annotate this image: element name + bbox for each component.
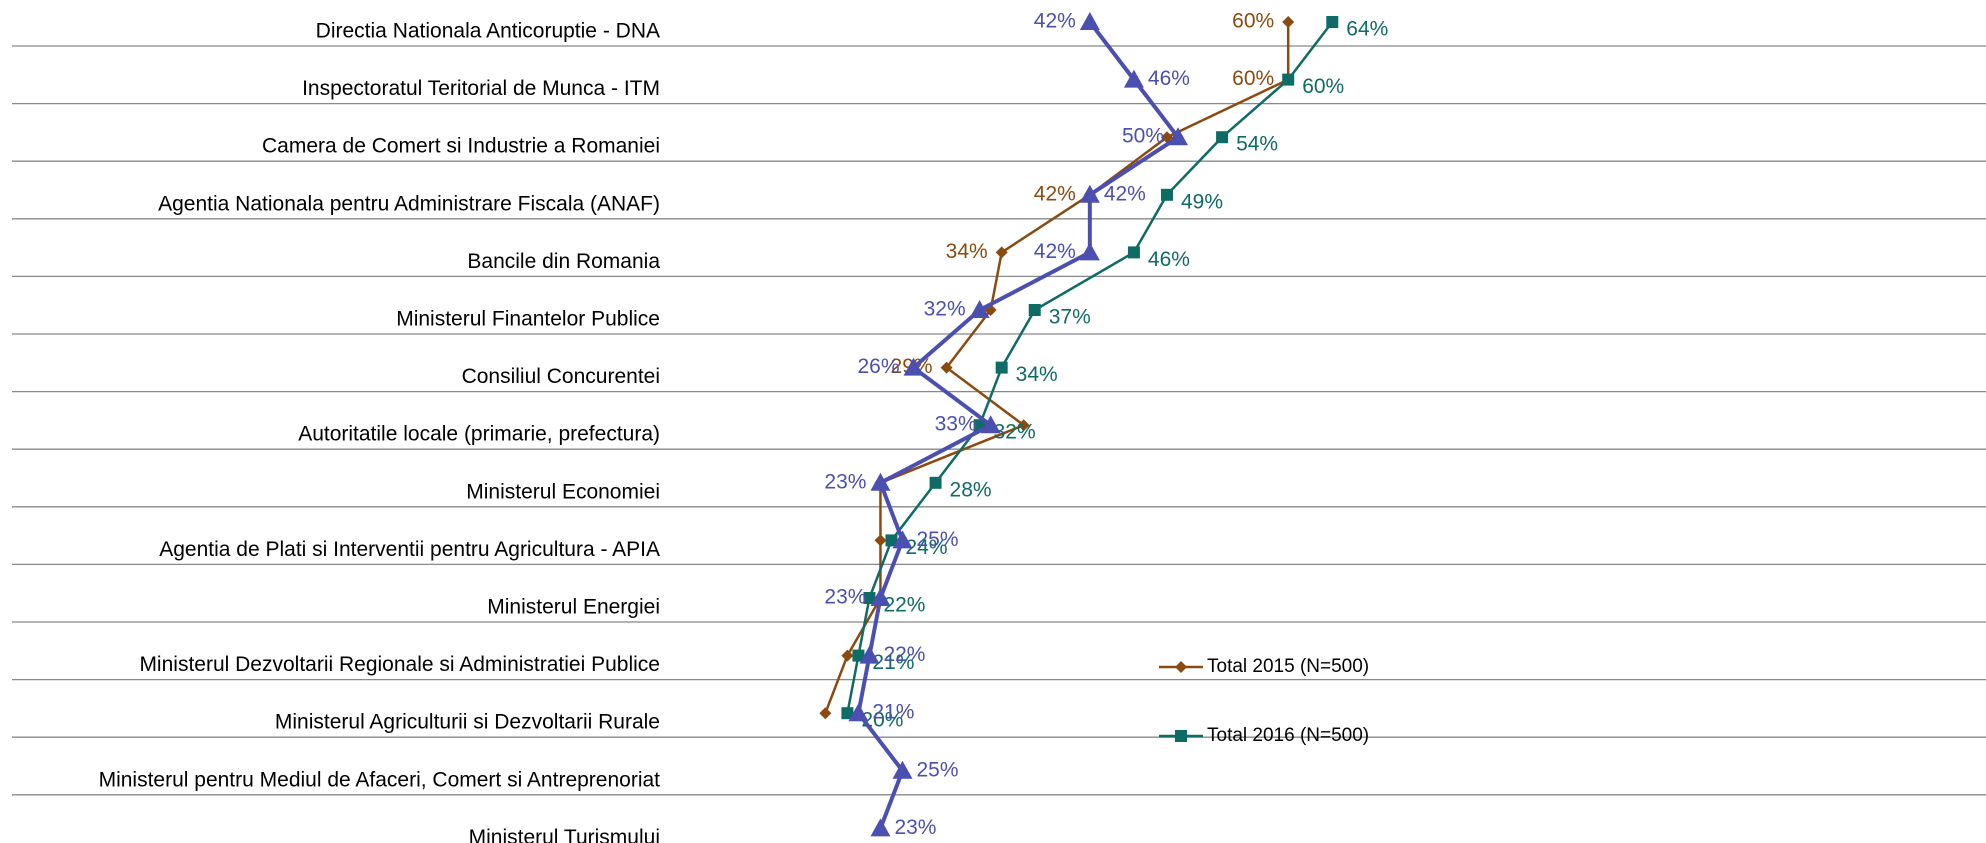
value-label: 22%: [883, 643, 925, 666]
value-label: 42%: [1034, 240, 1076, 263]
value-label: 37%: [1049, 306, 1091, 329]
point: [1326, 16, 1339, 28]
point: [1079, 12, 1100, 30]
value-label: 46%: [1148, 248, 1190, 271]
point: [841, 649, 854, 662]
point: [1028, 304, 1041, 316]
category-label: Consiliul Concurentei: [462, 365, 660, 388]
point: [885, 534, 898, 547]
value-label: 60%: [1302, 75, 1344, 98]
category-label: Camera de Comert si Industrie a Romaniei: [262, 135, 660, 158]
point: [903, 357, 924, 376]
value-label: 23%: [824, 470, 866, 493]
point: [1160, 188, 1173, 201]
point: [819, 707, 832, 720]
point: [995, 246, 1008, 259]
category-label: Ministerul Energiei: [487, 596, 660, 619]
point: [852, 649, 865, 662]
point: [870, 818, 891, 837]
value-label: 20%: [861, 709, 903, 732]
value-label: 24%: [905, 536, 947, 559]
point: [969, 300, 990, 318]
point: [870, 588, 891, 606]
legend-label: Total 2016 (N=500): [1207, 725, 1369, 746]
point: [1017, 419, 1030, 432]
series: 42%46%50%42%42%32%26%33%23%25%23%22%21%2…: [824, 10, 1190, 839]
point: [1175, 730, 1187, 742]
category-label: Bancile din Romania: [467, 250, 660, 273]
point: [1282, 16, 1295, 28]
value-label: 21%: [872, 651, 914, 674]
point: [980, 415, 1001, 434]
point: [841, 707, 854, 720]
value-label: 54%: [1236, 133, 1278, 156]
value-label: 23%: [894, 816, 936, 839]
value-label: 21%: [872, 701, 914, 724]
point: [863, 592, 876, 604]
point: [892, 760, 913, 779]
value-label: 34%: [946, 240, 988, 263]
value-label: 60%: [1232, 67, 1274, 90]
category-label: Agentia Nationala pentru Administrare Fi…: [158, 192, 660, 215]
point: [1079, 242, 1100, 261]
point: [995, 361, 1008, 374]
value-label: 32%: [924, 298, 966, 321]
value-label: 42%: [1034, 10, 1076, 33]
category-label: Inspectoratul Teritorial de Munca - ITM: [302, 77, 660, 100]
value-label: 32%: [994, 421, 1036, 444]
value-label: 28%: [950, 478, 992, 501]
point: [1079, 184, 1100, 203]
value-label: 34%: [1016, 363, 1058, 386]
point: [1127, 246, 1140, 259]
value-label: 33%: [935, 413, 977, 436]
category-label: Autoritatile locale (primarie, prefectur…: [298, 423, 660, 446]
value-label: 22%: [883, 594, 925, 617]
category-label: Ministerul Agriculturii si Dezvoltarii R…: [275, 711, 660, 734]
point: [1216, 131, 1229, 144]
series: 64%60%54%49%46%37%34%32%28%24%22%21%20%: [841, 16, 1388, 732]
value-label: 60%: [1232, 10, 1274, 33]
point: [1175, 661, 1187, 673]
value-label: 64%: [1346, 18, 1388, 41]
value-label: 25%: [917, 758, 959, 781]
category-label: Ministerul pentru Mediul de Afaceri, Com…: [99, 768, 661, 791]
value-label: 23%: [824, 586, 866, 609]
point: [929, 476, 942, 489]
value-label: 25%: [917, 528, 959, 551]
category-label: Ministerul Turismului: [469, 826, 660, 843]
point: [940, 361, 953, 374]
category-label: Agentia de Plati si Interventii pentru A…: [159, 538, 660, 561]
point: [874, 534, 887, 547]
value-label: 50%: [1122, 125, 1164, 148]
value-label: 42%: [1104, 182, 1146, 205]
category-label: Ministerul Dezvoltarii Regionale si Admi…: [139, 653, 660, 676]
value-label: 42%: [1034, 182, 1076, 205]
point: [848, 703, 869, 722]
point: [870, 472, 891, 491]
legend-label: Total 2015 (N=500): [1207, 656, 1369, 677]
category-label: Ministerul Finantelor Publice: [396, 308, 660, 331]
point: [892, 530, 913, 549]
value-label: 49%: [1181, 190, 1223, 213]
point: [1282, 73, 1295, 86]
category-label: Directia Nationala Anticoruptie - DNA: [316, 20, 660, 43]
point: [859, 645, 880, 664]
category-label: Ministerul Economiei: [466, 480, 660, 503]
value-label: 26%: [857, 355, 899, 378]
point: [1168, 127, 1188, 146]
point: [1123, 69, 1144, 88]
value-label: 46%: [1148, 67, 1190, 90]
